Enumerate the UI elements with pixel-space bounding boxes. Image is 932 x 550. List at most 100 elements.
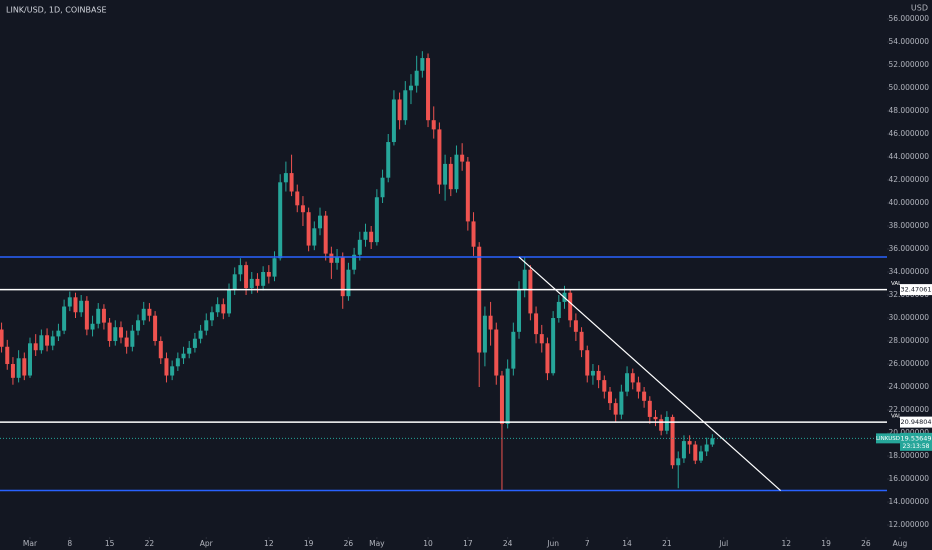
candle-body xyxy=(596,370,601,381)
candle-body xyxy=(363,231,368,240)
y-tick-label: 34.000000 xyxy=(888,267,929,276)
x-tick-label: 17 xyxy=(463,539,473,548)
candle-body xyxy=(414,70,419,86)
x-tick-label: Apr xyxy=(200,539,214,548)
candle-body xyxy=(477,246,482,353)
level-price-box xyxy=(900,416,932,428)
candle-body xyxy=(511,331,516,369)
candle-body xyxy=(380,177,385,198)
candle-body xyxy=(238,265,243,275)
candle-body xyxy=(153,315,158,342)
candle-body xyxy=(255,278,260,286)
y-tick-label: 56.000000 xyxy=(888,14,929,23)
x-tick-label: 12 xyxy=(264,539,274,548)
candle-body xyxy=(318,215,322,229)
x-tick-label: 21 xyxy=(662,539,672,548)
candle-body xyxy=(84,300,89,330)
x-tick-label: 26 xyxy=(344,539,354,548)
candle-body xyxy=(101,308,106,323)
symbol-label: LINKUSD xyxy=(876,436,900,442)
candle-body xyxy=(386,142,391,178)
y-tick-label: 18.000000 xyxy=(888,451,929,460)
candle-body xyxy=(45,335,50,346)
candle-body xyxy=(545,343,550,374)
candle-body xyxy=(28,343,32,376)
candle-body xyxy=(335,257,340,263)
candle-body xyxy=(278,182,283,259)
last-price-label: 19.53649 xyxy=(900,434,931,442)
y-tick-label: 42.000000 xyxy=(888,175,929,184)
candle-body xyxy=(221,304,226,314)
level-price-label: 20.94804 xyxy=(900,418,931,426)
candle-body xyxy=(295,191,300,206)
candle-body xyxy=(329,253,334,263)
x-tick-label: 8 xyxy=(67,539,72,548)
candle-body xyxy=(136,320,141,331)
candle-body xyxy=(374,197,379,243)
candle-body xyxy=(556,301,561,319)
y-tick-label: 22.000000 xyxy=(888,405,929,414)
candle-body xyxy=(10,364,15,378)
candle-body xyxy=(50,336,55,346)
candle-body xyxy=(266,272,271,277)
candle-body xyxy=(113,327,118,342)
x-tick-label: 19 xyxy=(821,539,831,548)
level-price-label: 32.47061 xyxy=(900,286,931,294)
candle-body xyxy=(568,292,573,321)
candle-body xyxy=(454,154,459,190)
candle-body xyxy=(90,323,95,330)
candle-body xyxy=(357,239,362,255)
y-tick-label: 30.000000 xyxy=(888,313,929,322)
candle-body xyxy=(647,400,652,417)
candle-body xyxy=(676,458,681,466)
candle-body xyxy=(585,350,590,376)
candle-body xyxy=(613,403,618,415)
chart-title: LINK/USD, 1D, COINBASE xyxy=(6,6,107,15)
x-tick-label: 14 xyxy=(622,539,632,548)
candle-body xyxy=(369,231,374,243)
y-tick-label: 44.000000 xyxy=(888,152,929,161)
candle-body xyxy=(534,313,539,335)
y-tick-label: 14.000000 xyxy=(888,497,929,506)
candle-body xyxy=(175,358,180,367)
candle-body xyxy=(704,444,709,452)
y-tick-label: 20.000000 xyxy=(888,428,929,437)
candle-body xyxy=(670,416,675,466)
candle-body xyxy=(352,254,357,270)
x-tick-label: May xyxy=(369,539,385,548)
candle-body xyxy=(33,343,38,351)
candle-body xyxy=(539,334,544,344)
x-tick-label: 15 xyxy=(105,539,115,548)
x-tick-label: Aug xyxy=(893,539,908,548)
trend-line xyxy=(518,256,781,491)
candle-body xyxy=(391,99,396,143)
symbol-box xyxy=(876,433,900,444)
candle-body xyxy=(579,331,584,351)
level-tag: VAL xyxy=(891,281,902,287)
y-tick-label: 46.000000 xyxy=(888,129,929,138)
candle-body xyxy=(181,353,186,359)
candle-body xyxy=(630,373,635,383)
candle-body xyxy=(693,444,698,461)
candle-body xyxy=(39,335,44,351)
candle-body xyxy=(232,274,237,290)
candle-body xyxy=(608,391,612,404)
candle-body xyxy=(426,58,431,121)
candle-body xyxy=(147,308,152,316)
candle-body xyxy=(56,330,61,337)
candle-body xyxy=(22,358,27,376)
y-tick-label: 40.000000 xyxy=(888,198,929,207)
y-tick-label: 16.000000 xyxy=(888,474,929,483)
candle-body xyxy=(664,416,669,431)
candle-body xyxy=(96,308,101,324)
y-tick-label: 54.000000 xyxy=(888,37,929,46)
candle-body xyxy=(79,300,84,313)
candle-body xyxy=(465,161,470,222)
x-tick-label: 19 xyxy=(304,539,314,548)
candle-body xyxy=(283,173,288,183)
candle-body xyxy=(517,289,522,332)
candle-body xyxy=(215,304,220,313)
candle-body xyxy=(710,438,715,445)
currency-label: USD xyxy=(911,4,928,13)
candle-body xyxy=(141,308,146,321)
